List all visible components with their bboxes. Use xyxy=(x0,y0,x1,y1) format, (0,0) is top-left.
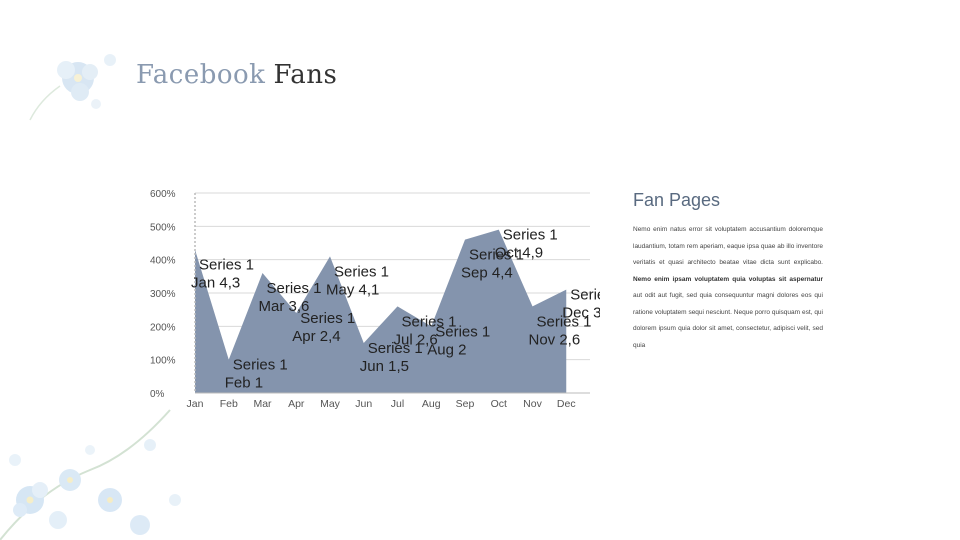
data-label-value: Oct 4,9 xyxy=(495,245,543,262)
data-label-series: Series 1 xyxy=(402,313,457,330)
x-tick-label: Oct xyxy=(491,398,507,410)
area-chart: 0% 100% 200% 300% 400% 500% 600% Jan Feb Mar Apr Ma… xyxy=(150,189,600,410)
x-tick-label: Dec xyxy=(557,398,576,410)
y-tick-label: 500% xyxy=(150,222,176,233)
data-label-value: Jun 1,5 xyxy=(360,358,409,375)
data-label-value: Nov 2,6 xyxy=(529,331,581,348)
data-label-series: Series 1 xyxy=(570,287,600,304)
x-tick-label: Nov xyxy=(523,398,542,410)
y-tick-label: 600% xyxy=(150,189,176,200)
x-tick-label: Apr xyxy=(288,398,305,410)
y-tick-label: 0% xyxy=(150,389,165,400)
data-label-series: Series 1 xyxy=(267,280,322,297)
x-tick-label: Feb xyxy=(220,398,238,410)
side-panel-paragraph2-rest: aut odit aut fugit, sed quia consequuntu… xyxy=(633,292,823,349)
page-title: Facebook Fans xyxy=(136,60,337,90)
x-tick-label: Jul xyxy=(391,398,404,410)
data-label-value: Jan 4,3 xyxy=(191,275,240,292)
side-panel-paragraph2-lead: Nemo enim ipsam voluptatem quia voluptas… xyxy=(633,275,823,283)
x-tick-label: May xyxy=(320,398,341,410)
data-label-value: Sep 4,4 xyxy=(461,265,513,282)
data-label-series: Series 1 xyxy=(469,247,524,264)
side-panel-body: Nemo enim natus error sit voluptatem acc… xyxy=(633,222,823,354)
x-tick-label: Mar xyxy=(253,398,272,410)
x-tick-label: Aug xyxy=(422,398,441,410)
data-label-value: Feb 1 xyxy=(225,375,263,392)
data-label-series: Series 1 xyxy=(368,340,423,357)
data-label-value: Dec 3,1 xyxy=(562,305,600,322)
side-panel-title: Fan Pages xyxy=(633,190,721,210)
data-label-series: Series 1 xyxy=(334,263,389,280)
series-1-area xyxy=(195,229,567,393)
data-label-series: Series 1 xyxy=(300,310,355,327)
data-label-value: Jul 2,6 xyxy=(394,331,438,348)
y-tick-label: 200% xyxy=(150,322,176,333)
data-label-series: Series 1 xyxy=(233,357,288,374)
y-tick-label: 100% xyxy=(150,356,176,367)
side-panel-paragraph1: Nemo enim natus error sit voluptatem acc… xyxy=(633,226,823,266)
data-label-series: Series 1 xyxy=(199,257,254,274)
data-label-value: Mar 3,6 xyxy=(259,298,310,315)
floral-decoration-bottom xyxy=(0,409,181,540)
data-label-series: Series 1 xyxy=(537,313,592,330)
data-label-value: Aug 2 xyxy=(427,341,466,358)
data-label-value: May 4,1 xyxy=(326,281,379,298)
data-label-series: Series 1 xyxy=(435,323,490,340)
y-tick-label: 400% xyxy=(150,256,176,267)
x-tick-label: Jun xyxy=(355,398,372,410)
y-tick-label: 300% xyxy=(150,289,176,300)
page-title-part1: Facebook xyxy=(136,60,266,90)
floral-decoration-top xyxy=(29,54,116,121)
x-tick-label: Sep xyxy=(456,398,475,410)
page-title-part2: Fans xyxy=(273,60,338,90)
data-label-value: Apr 2,4 xyxy=(292,328,340,345)
data-label-series: Series 1 xyxy=(503,227,558,244)
x-tick-label: Jan xyxy=(187,398,204,410)
